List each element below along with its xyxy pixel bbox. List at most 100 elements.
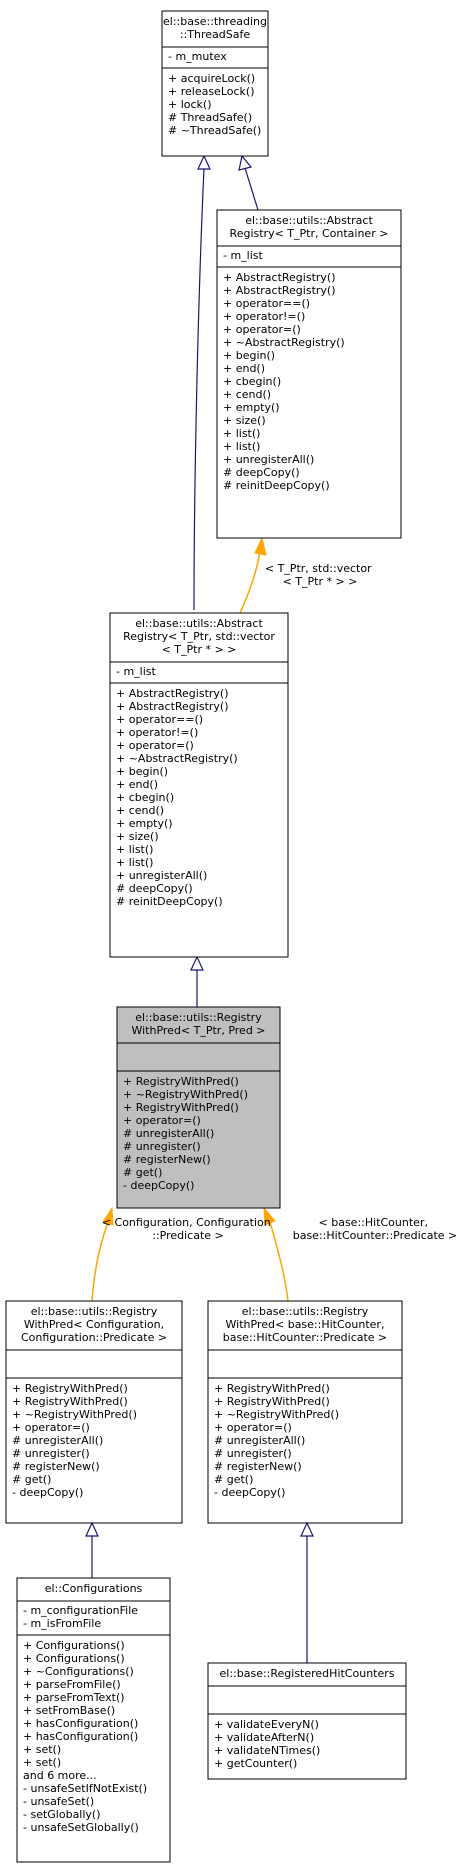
class-method: + cend() (116, 804, 164, 817)
class-method: + operator=() (214, 1421, 292, 1434)
class-attribute: - m_list (116, 665, 157, 678)
class-method: # unregister() (12, 1447, 90, 1460)
edge-label-template-vector: < T_Ptr, std::vector < T_Ptr * > > (265, 562, 375, 588)
inheritance-arrowhead (197, 154, 211, 170)
class-box-registry-config[interactable]: el::base::utils::RegistryWithPred< Confi… (5, 1300, 183, 1524)
class-method: + operator==() (116, 713, 203, 726)
class-title-line: el::Configurations (45, 1582, 143, 1595)
class-method: + AbstractRegistry() (116, 687, 229, 700)
class-method: + operator!=() (116, 726, 198, 739)
class-box-registry-with-pred[interactable]: el::base::utils::RegistryWithPred< T_Ptr… (116, 1006, 281, 1209)
class-method: + ~RegistryWithPred() (123, 1088, 248, 1101)
class-attribute: - m_list (223, 249, 264, 262)
class-method: + acquireLock() (168, 72, 255, 85)
edge-labels-layer: < T_Ptr, std::vector < T_Ptr * > > < Con… (102, 562, 457, 1242)
class-attribute: - m_mutex (168, 50, 227, 63)
inheritance-arrowhead (85, 1521, 99, 1537)
class-method: + operator=() (116, 739, 194, 752)
class-method: + end() (223, 362, 265, 375)
class-method: + hasConfiguration() (23, 1730, 138, 1743)
class-method: + validateNTimes() (214, 1744, 320, 1757)
class-title-line: Registry< T_Ptr, Container > (230, 227, 389, 240)
class-title-line: el::base::threading (163, 15, 267, 28)
class-method: + AbstractRegistry() (223, 284, 336, 297)
class-box-registered-hitcounters[interactable]: el::base::RegisteredHitCounters+ validat… (207, 1662, 407, 1780)
classes-layer: el::base::threading::ThreadSafe- m_mutex… (5, 10, 407, 1863)
class-title-line: el::base::utils::Registry (135, 1011, 262, 1024)
class-method: + Configurations() (23, 1639, 125, 1652)
class-method: - setGlobally() (23, 1808, 101, 1821)
class-title-line: WithPred< T_Ptr, Pred > (131, 1024, 265, 1037)
class-method: + begin() (223, 349, 275, 362)
inheritance-arrowhead (300, 1521, 314, 1537)
class-title-line: Configuration::Predicate > (21, 1331, 167, 1344)
class-method: + operator!=() (223, 310, 305, 323)
class-method: + operator==() (223, 297, 310, 310)
class-method: + empty() (223, 401, 280, 414)
class-method: + list() (116, 843, 153, 856)
class-method: # unregisterAll() (123, 1127, 214, 1140)
class-method: + ~RegistryWithPred() (214, 1408, 339, 1421)
class-attribute: - m_configurationFile (23, 1604, 138, 1617)
class-method: # registerNew() (214, 1460, 302, 1473)
class-method: + begin() (116, 765, 168, 778)
class-method: # unregister() (123, 1140, 201, 1153)
class-title-line: WithPred< Configuration, (24, 1318, 164, 1331)
class-method: + hasConfiguration() (23, 1717, 138, 1730)
class-method: + list() (223, 440, 260, 453)
class-method: # unregister() (214, 1447, 292, 1460)
class-method: + ~AbstractRegistry() (116, 752, 238, 765)
class-method: # ~ThreadSafe() (168, 124, 261, 137)
class-method: + operator=() (223, 323, 301, 336)
class-box-threadsafe[interactable]: el::base::threading::ThreadSafe- m_mutex… (161, 10, 269, 157)
class-method: # reinitDeepCopy() (116, 895, 223, 908)
template-edge-pred-hitcounter (269, 1221, 289, 1302)
inheritance-edge-threadsafe-vector (193, 167, 205, 611)
class-box-abstract-container[interactable]: el::base::utils::AbstractRegistry< T_Ptr… (216, 209, 402, 539)
edge-label-template-config: < Configuration, Configuration ::Predica… (102, 1216, 274, 1242)
class-box-frame (207, 1300, 403, 1524)
class-method: # ThreadSafe() (168, 111, 252, 124)
class-title-line: el::base::utils::Registry (31, 1305, 158, 1318)
class-method: # unregisterAll() (12, 1434, 103, 1447)
class-method: # get() (123, 1166, 162, 1179)
class-box-frame (16, 1577, 171, 1863)
class-method: + ~RegistryWithPred() (12, 1408, 137, 1421)
class-method: + lock() (168, 98, 212, 111)
class-method: + RegistryWithPred() (214, 1382, 330, 1395)
class-method: + parseFromText() (23, 1691, 125, 1704)
class-method: - unsafeSetGlobally() (23, 1821, 139, 1834)
class-title-line: Registry< T_Ptr, std::vector (123, 630, 275, 643)
class-method: + list() (223, 427, 260, 440)
class-method: + getCounter() (214, 1757, 297, 1770)
class-method: # registerNew() (123, 1153, 211, 1166)
inheritance-arrowhead (238, 154, 253, 171)
template-edge-pred-config (91, 1221, 109, 1302)
class-method: + size() (223, 414, 266, 427)
template-arrowhead (263, 1206, 276, 1226)
class-method: + set() (23, 1756, 61, 1769)
class-box-frame (109, 612, 289, 958)
class-title-line: ::ThreadSafe (180, 28, 250, 41)
class-method: + operator=() (12, 1421, 90, 1434)
class-method: + unregisterAll() (223, 453, 314, 466)
class-method: - unsafeSetIfNotExist() (23, 1782, 147, 1795)
class-box-registry-hitcounter[interactable]: el::base::utils::RegistryWithPred< base:… (207, 1300, 403, 1524)
class-method: + ~AbstractRegistry() (223, 336, 345, 349)
class-box-frame (116, 1006, 281, 1209)
class-method: + parseFromFile() (23, 1678, 121, 1691)
class-box-configurations[interactable]: el::Configurations- m_configurationFile-… (16, 1577, 171, 1863)
template-arrowhead (254, 536, 267, 556)
class-title-line: el::base::utils::Abstract (135, 617, 263, 630)
class-method: + RegistryWithPred() (123, 1075, 239, 1088)
template-arrowhead (102, 1206, 114, 1226)
class-method: # unregisterAll() (214, 1434, 305, 1447)
class-attribute: - m_isFromFile (23, 1617, 101, 1630)
class-method: + unregisterAll() (116, 869, 207, 882)
class-method: + Configurations() (23, 1652, 125, 1665)
inheritance-arrowhead (190, 955, 204, 971)
class-box-abstract-vector[interactable]: el::base::utils::AbstractRegistry< T_Ptr… (109, 612, 289, 958)
class-method: and 6 more... (23, 1769, 97, 1782)
class-method: + releaseLock() (168, 85, 255, 98)
